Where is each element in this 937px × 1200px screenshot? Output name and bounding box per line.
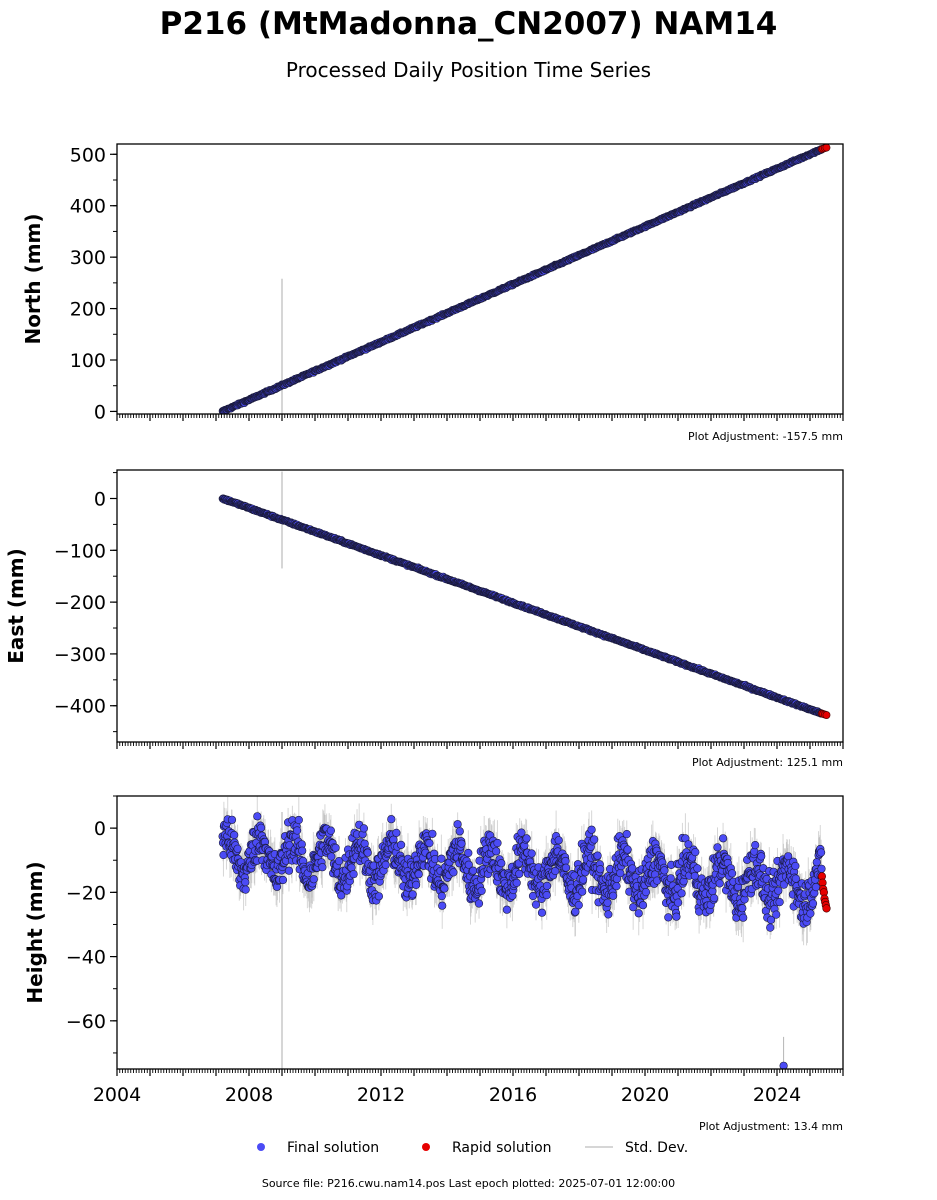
final-solution-point: [284, 866, 294, 875]
final-solution-point: [493, 838, 502, 848]
final-solution-point: [453, 820, 462, 829]
y-tick-label: −400: [54, 696, 106, 718]
final-solution-point: [554, 836, 563, 845]
final-solution-point: [512, 878, 521, 888]
final-solution-point: [477, 886, 486, 896]
y-tick-label: −100: [54, 540, 106, 562]
y-tick-label: −300: [54, 644, 106, 666]
east-plot-area: [218, 471, 831, 719]
final-solution-point: [309, 875, 318, 884]
final-solution-point: [492, 847, 501, 856]
final-solution-point: [414, 870, 423, 879]
final-solution-point: [335, 856, 344, 866]
final-solution-point: [464, 860, 473, 869]
y-tick-label: 400: [70, 196, 106, 218]
final-solution-point: [437, 854, 446, 863]
page-title: P216 (MtMadonna_CN2007) NAM14: [159, 6, 778, 42]
north-panel: 0 100 200 300 400 500 North (mm) Plot Adjustmen…: [21, 143, 844, 443]
final-solution-point: [474, 899, 484, 908]
final-solution-point: [331, 843, 340, 853]
final-solution-point: [464, 848, 473, 858]
final-solution-point: [227, 815, 237, 824]
east-y-axis-label: East (mm): [4, 548, 28, 664]
final-solution-point: [542, 890, 551, 900]
y-tick-label: 0: [94, 488, 106, 510]
final-solution-point: [241, 878, 250, 887]
final-solution-point: [233, 844, 242, 853]
final-solution-point: [298, 846, 307, 855]
y-tick-label: 200: [70, 299, 106, 321]
final-solution-point: [241, 885, 250, 894]
final-solution-point: [285, 841, 294, 850]
rapid-solution-point: [822, 711, 831, 719]
y-tick-label: 300: [70, 247, 106, 269]
final-solution-point: [438, 901, 447, 910]
final-solution-point: [293, 826, 302, 835]
final-solution-point: [397, 840, 406, 850]
final-solution-point: [253, 812, 262, 821]
north-plot-area: [218, 144, 831, 414]
final-solution-point: [515, 869, 524, 879]
final-solution-point: [542, 881, 552, 891]
rapid-solution-point: [822, 144, 831, 152]
north-y-axis-label: North (mm): [21, 213, 45, 344]
final-solution-point: [230, 830, 239, 840]
final-solution-point: [440, 884, 449, 893]
final-solution-point: [437, 891, 446, 901]
final-solution-point: [531, 900, 541, 909]
final-solution-point: [517, 828, 526, 837]
final-solution-point: [428, 829, 437, 838]
final-solution-point: [326, 826, 336, 835]
y-tick-label: 500: [70, 144, 106, 166]
final-solution-point: [425, 838, 434, 848]
final-solution-point: [392, 828, 401, 838]
final-solution-point: [387, 815, 396, 824]
east-panel: 0 −100 −200 −300 −400 East (mm) Plot Adjustmen…: [4, 469, 844, 769]
final-solution-point: [294, 815, 303, 825]
y-tick-label: 100: [70, 350, 106, 372]
final-solution-point: [374, 892, 384, 901]
page-subtitle: Processed Daily Position Time Series: [285, 58, 652, 82]
north-plot-adjustment: Plot Adjustment: -157.5 mm: [688, 430, 843, 443]
final-solution-point: [412, 880, 421, 890]
final-solution-point: [469, 866, 478, 875]
final-solution-point: [257, 823, 266, 832]
final-solution-point: [408, 890, 417, 899]
final-solution-point: [349, 869, 358, 879]
final-solution-point: [449, 868, 458, 877]
y-tick-label: 0: [94, 401, 106, 423]
east-plot-adjustment: Plot Adjustment: 125.1 mm: [692, 756, 843, 769]
final-solution-point: [327, 852, 336, 861]
final-solution-point: [502, 905, 512, 914]
final-solution-point: [318, 863, 327, 872]
final-solution-point: [522, 834, 531, 843]
height-plot-area: [218, 796, 831, 1069]
final-solution-point: [527, 849, 536, 858]
final-solution-point: [537, 908, 547, 917]
final-solution-point: [455, 827, 464, 836]
final-solution-point: [359, 824, 369, 833]
final-solution-point: [278, 875, 288, 885]
y-tick-label: −200: [54, 592, 106, 614]
final-solution-point: [363, 848, 372, 857]
final-solution-point: [497, 859, 506, 868]
east-axes-frame: [116, 469, 844, 743]
final-solution-point: [337, 891, 346, 900]
final-solution-point: [381, 860, 390, 870]
final-solution-point: [457, 839, 466, 848]
